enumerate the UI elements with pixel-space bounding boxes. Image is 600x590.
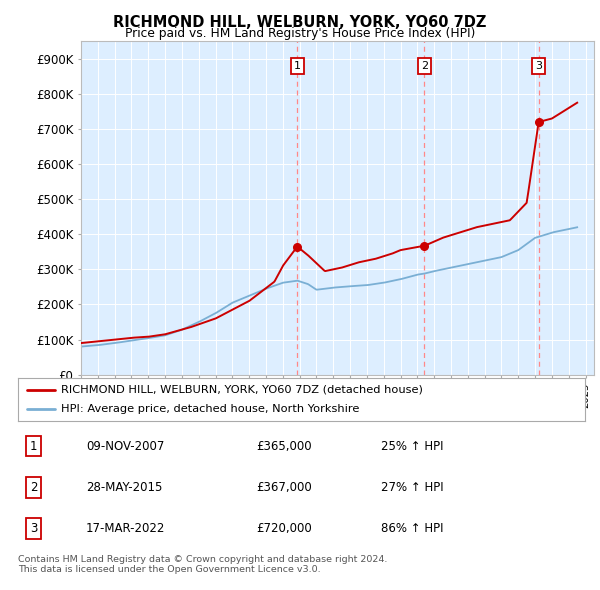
Text: RICHMOND HILL, WELBURN, YORK, YO60 7DZ: RICHMOND HILL, WELBURN, YORK, YO60 7DZ: [113, 15, 487, 30]
Text: RICHMOND HILL, WELBURN, YORK, YO60 7DZ (detached house): RICHMOND HILL, WELBURN, YORK, YO60 7DZ (…: [61, 385, 422, 395]
Text: 09-NOV-2007: 09-NOV-2007: [86, 440, 164, 453]
Text: HPI: Average price, detached house, North Yorkshire: HPI: Average price, detached house, Nort…: [61, 404, 359, 414]
Text: 2: 2: [421, 61, 428, 71]
Text: 2: 2: [30, 481, 38, 494]
Text: Contains HM Land Registry data © Crown copyright and database right 2024.
This d: Contains HM Land Registry data © Crown c…: [18, 555, 388, 574]
Text: 3: 3: [535, 61, 542, 71]
Text: £720,000: £720,000: [256, 522, 312, 535]
Text: £365,000: £365,000: [256, 440, 312, 453]
Text: 25% ↑ HPI: 25% ↑ HPI: [381, 440, 443, 453]
Text: 28-MAY-2015: 28-MAY-2015: [86, 481, 163, 494]
Text: 1: 1: [30, 440, 38, 453]
Text: 27% ↑ HPI: 27% ↑ HPI: [381, 481, 443, 494]
Text: £367,000: £367,000: [256, 481, 312, 494]
Text: Price paid vs. HM Land Registry's House Price Index (HPI): Price paid vs. HM Land Registry's House …: [125, 27, 475, 40]
Text: 86% ↑ HPI: 86% ↑ HPI: [381, 522, 443, 535]
Text: 3: 3: [30, 522, 38, 535]
Text: 1: 1: [294, 61, 301, 71]
Text: 17-MAR-2022: 17-MAR-2022: [86, 522, 166, 535]
